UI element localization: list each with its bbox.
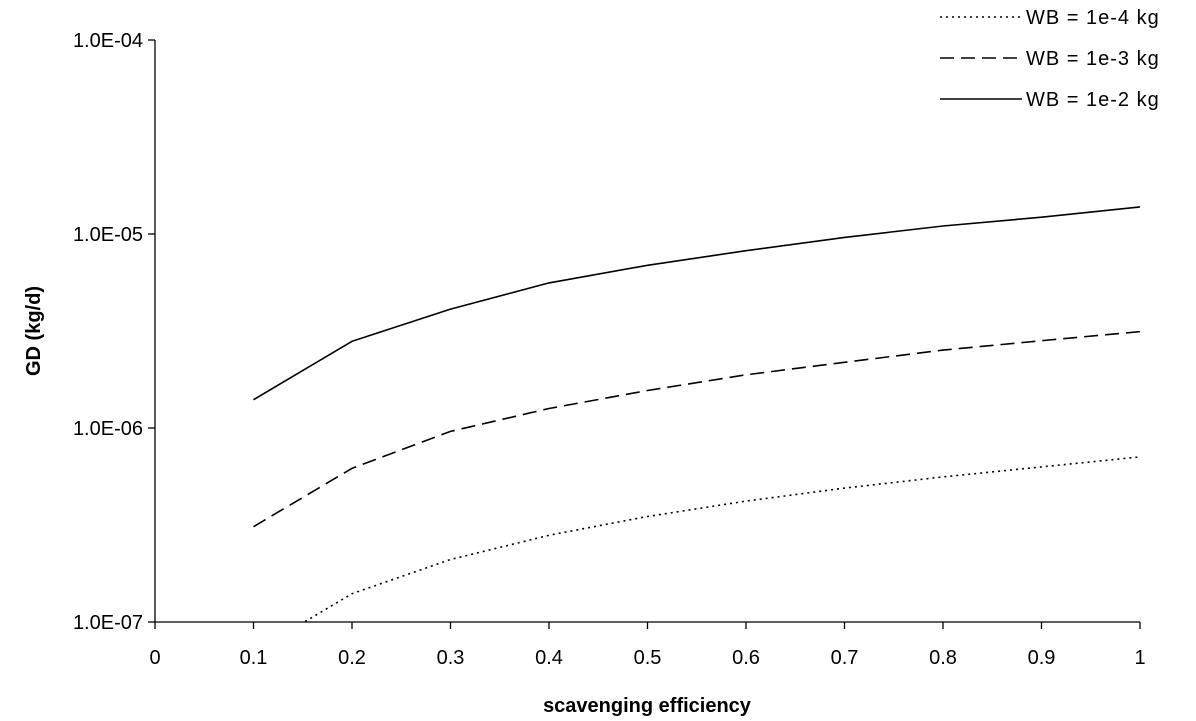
x-tick-label: 0.4 <box>535 647 563 669</box>
legend-label: WB = 1e-3 kg <box>1026 48 1160 70</box>
series-line-3 <box>253 206 1140 401</box>
legend-label: WB = 1e-4 kg <box>1026 7 1160 29</box>
x-tick-label: 0.2 <box>338 647 366 669</box>
y-tick-label: 1.0E-07 <box>73 612 143 634</box>
y-axis-title: GD (kg/d) <box>23 286 45 376</box>
x-tick-label: 0.5 <box>634 647 662 669</box>
x-tick-label: 0.6 <box>732 647 760 669</box>
x-tick-label: 0.7 <box>831 647 859 669</box>
legend-label: WB = 1e-2 kg <box>1026 89 1160 111</box>
legend: WB = 1e-4 kg WB = 1e-3 kg WB = 1e-2 kg <box>940 7 1160 111</box>
x-tick-label: 0.9 <box>1028 647 1056 669</box>
series-line-2 <box>253 330 1140 528</box>
y-tick-label: 1.0E-05 <box>73 224 143 246</box>
series-line-1 <box>302 456 1140 622</box>
x-tick-label: 1 <box>1134 647 1145 669</box>
y-tick-label: 1.0E-06 <box>73 418 143 440</box>
x-tick-label: 0 <box>149 647 160 669</box>
x-tick-label: 0.8 <box>929 647 957 669</box>
y-tick-label: 1.0E-04 <box>73 30 143 52</box>
x-axis-title: scavenging efficiency <box>543 695 752 717</box>
axes: 1.0E-07 1.0E-06 1.0E-05 1.0E-04 0 0.1 0.2 0.3 0.… <box>73 30 1146 669</box>
series-layer <box>253 206 1140 622</box>
x-tick-label: 0.1 <box>240 647 268 669</box>
x-tick-label: 0.3 <box>437 647 465 669</box>
